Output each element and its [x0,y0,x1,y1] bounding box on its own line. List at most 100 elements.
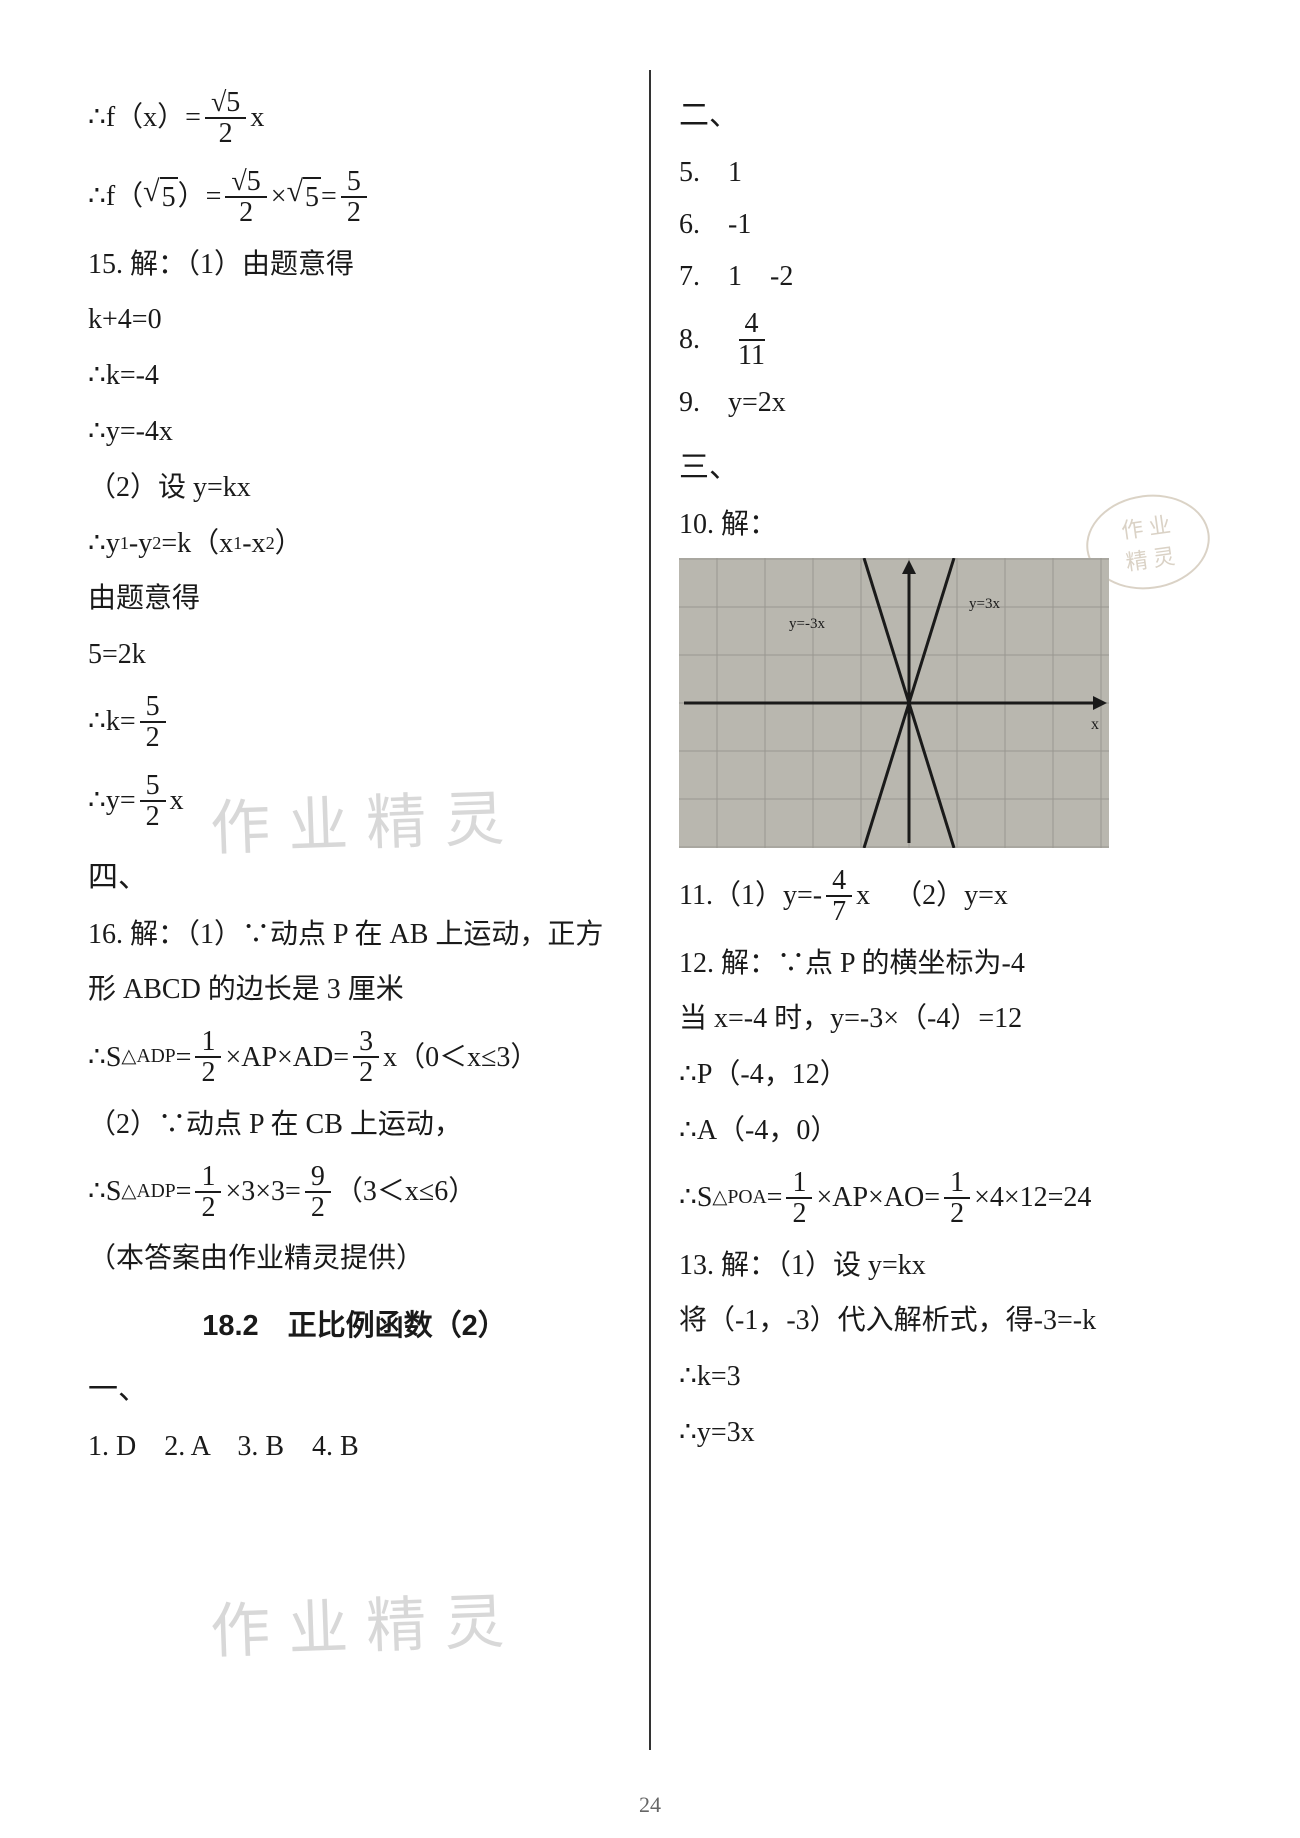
denominator: 2 [140,802,166,831]
fraction: √5 2 [225,167,266,228]
fraction: 4 11 [732,309,771,370]
equation-line: 8. 4 11 [679,309,1212,370]
denominator: 2 [140,723,166,752]
text-line: ∴A（-4，0） [679,1112,1212,1150]
equation-line: ∴S△POA = 1 2 ×AP×AO= 1 2 ×4×12=24 [679,1168,1212,1229]
text: ×AP×AD= [225,1039,349,1077]
text-line: 9. y=2x [679,384,1212,422]
equation-line: ∴S△ADP = 1 2 ×3×3= 9 2 （3＜x≤6） [88,1162,621,1223]
numerator: 9 [305,1162,331,1193]
subscript: 2 [266,531,275,556]
line-chart: xy=3xy=-3x [679,558,1109,848]
section-heading: 三、 [679,442,1212,486]
text: ×AP×AO= [816,1179,940,1217]
text: = [321,178,337,216]
text: （2）y=x [894,877,1008,915]
two-column-layout: ∴f（x）= √5 2 x ∴f（ √5 ）= √5 2 × √5 = [60,70,1240,1750]
fraction: 1 2 [195,1027,221,1088]
denominator: 2 [341,198,367,227]
numerator: 3 [353,1027,379,1058]
text: ∴S [88,1039,121,1077]
text-line: ∴k=3 [679,1358,1212,1396]
fraction: 3 2 [353,1027,379,1088]
text: x [250,99,264,137]
text-line: ∴k=-4 [88,357,621,395]
chapter-heading: 18.2 正比例函数（2） [88,1302,621,1344]
chart-svg: xy=3xy=-3x [679,558,1109,848]
section-heading: 二、 [679,90,1212,134]
numerator: 1 [195,1162,221,1193]
text: x [856,877,870,915]
fraction: 5 2 [341,167,367,228]
text: ×4×12=24 [974,1179,1091,1217]
equation-line: ∴S△ADP = 1 2 ×AP×AD= 3 2 x（0＜x≤3） [88,1027,621,1088]
text: 8. [679,321,728,359]
text: ∴S [88,1173,121,1211]
fraction: 1 2 [944,1168,970,1229]
fraction: 1 2 [786,1168,812,1229]
right-column: 二、 5. 1 6. -1 7. 1 -2 8. 4 11 9. y=2x 三、… [651,70,1240,1750]
left-column: ∴f（x）= √5 2 x ∴f（ √5 ）= √5 2 × √5 = [60,70,651,1750]
text: × [271,178,287,216]
section-heading: 四、 [88,852,621,896]
numerator: 1 [195,1027,221,1058]
text-line: 13. 解：（1）设 y=kx [679,1247,1212,1285]
text: ∴k= [88,703,136,741]
text: =k（x [161,525,233,563]
equation-line: ∴k= 5 2 [88,692,621,753]
text-line: （2）∵动点 P 在 CB 上运动， [88,1106,621,1144]
text: -y [129,525,152,563]
fraction: 4 7 [826,866,852,927]
denominator: 2 [944,1199,970,1228]
denominator: 2 [213,119,239,148]
svg-text:x: x [1091,716,1099,733]
numerator: 5 [140,771,166,802]
numerator: 1 [944,1168,970,1199]
numerator: 5 [140,692,166,723]
denominator: 2 [195,1193,221,1222]
denominator: 2 [353,1058,379,1087]
text-line: k+4=0 [88,301,621,339]
text: ∴y [88,525,120,563]
text-line: 6. -1 [679,206,1212,244]
text-line: 5. 1 [679,154,1212,192]
subscript: 2 [152,531,161,556]
fraction: 1 2 [195,1162,221,1223]
text-line: 5=2k [88,636,621,674]
text: （3＜x≤6） [335,1173,476,1211]
text: ） [275,525,303,563]
text-line: （本答案由作业精灵提供） [88,1240,621,1278]
fraction: 9 2 [305,1162,331,1223]
denominator: 2 [195,1058,221,1087]
text: ∴f（x）= [88,99,201,137]
text: x（0＜x≤3） [383,1039,538,1077]
svg-text:y=3x: y=3x [969,596,1000,612]
text: 11.（1）y=- [679,877,822,915]
text-line: 由题意得 [88,580,621,618]
denominator: 7 [826,897,852,926]
equation-line: ∴y1 -y2 =k（x1 -x2 ） [88,525,621,563]
page: 作业精灵 作业精灵 ∴f（x）= √5 2 x ∴f（ √5 ）= √5 2 [0,0,1300,1838]
numerator: 4 [739,309,765,340]
subscript: △ADP [121,1044,175,1070]
fraction: 5 2 [140,771,166,832]
subscript: 1 [233,531,242,556]
text: ）= [178,178,222,216]
text-line: ∴y=3x [679,1414,1212,1452]
text-line: 15. 解：（1）由题意得 [88,246,621,284]
fraction: 5 2 [140,692,166,753]
text-line: 12. 解：∵点 P 的横坐标为-4 [679,945,1212,983]
numerator: 4 [826,866,852,897]
denominator: 2 [233,198,259,227]
text: x [170,782,184,820]
denominator: 2 [305,1193,331,1222]
text: = [176,1039,192,1077]
text-line: 将（-1，-3）代入解析式，得-3=-k [679,1302,1212,1340]
equation-line: 11.（1）y=- 4 7 x （2）y=x [679,866,1212,927]
text-line: （2）设 y=kx [88,469,621,507]
numerator: 5 [341,167,367,198]
sqrt: √5 [143,177,177,217]
text-line: 16. 解：（1）∵动点 P 在 AB 上运动，正方 [88,916,621,954]
equation-line: ∴f（x）= √5 2 x [88,88,621,149]
text-line: ∴y=-4x [88,413,621,451]
